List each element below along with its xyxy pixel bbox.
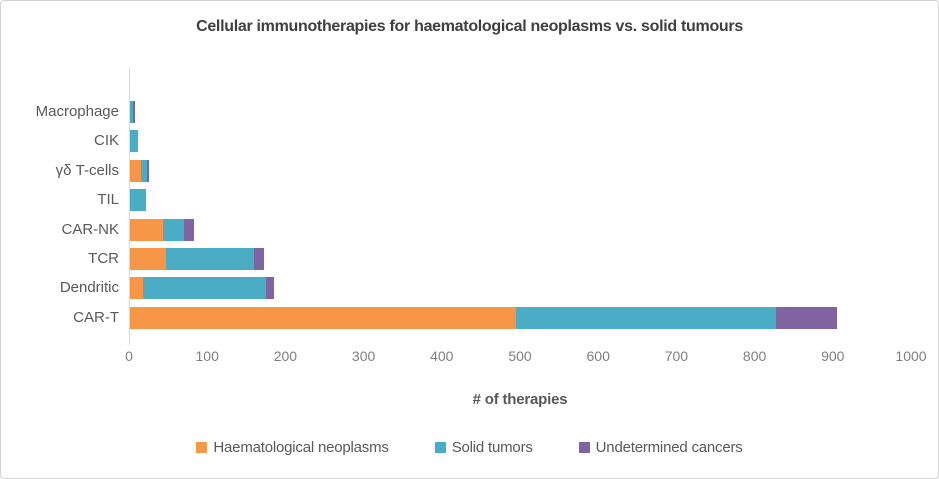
legend-swatch [196,442,208,453]
legend-label: Haematological neoplasms [213,439,389,456]
x-tick-label: 800 [742,348,767,364]
bar-row [130,189,912,212]
chart-title: Cellular immunotherapies for haematologi… [196,18,743,35]
category-label: TIL [97,191,119,209]
bar-segment [130,218,163,241]
bar-segment [130,248,166,270]
bar-row [130,248,912,270]
plot-area [129,68,912,345]
category-label: TCR [88,250,119,267]
bar-segment [254,248,264,270]
category-label: Dendritic [59,279,119,297]
bar-row [130,306,912,329]
bar-segment [775,306,837,329]
category-label: CAR-T [73,308,119,326]
category-label: Macrophage [35,103,119,120]
bar-segment [130,306,516,329]
bar-row [130,130,912,153]
bar-segment [130,159,141,182]
x-tick-label: 600 [586,348,610,364]
x-tick-label: 700 [664,348,689,364]
bar-row [130,277,912,300]
x-tick-label: 0 [125,348,133,364]
legend-swatch [434,442,446,453]
legend: Haematological neoplasms Solid tumors Unde… [1,439,938,456]
bar-row [130,101,912,123]
legend-item: Undetermined cancers [578,439,743,456]
bar-row [130,159,912,182]
bar-row [130,218,912,241]
legend-label: Undetermined cancers [595,439,743,456]
bar-segment [142,277,267,300]
bar-segment [130,101,134,123]
x-tick-label: 900 [821,348,845,364]
legend-item: Haematological neoplasms [196,439,389,456]
bar-segment [183,218,195,241]
legend-label: Solid tumors [451,439,533,456]
legend-swatch [578,442,590,453]
bar-segment [165,248,255,270]
bar-segment [147,159,149,182]
bar-segment [162,218,184,241]
bar-segment [130,277,143,300]
x-axis-title: # of therapies [472,391,568,408]
x-tick-label: 500 [508,348,532,364]
x-tick-label: 100 [195,348,219,364]
category-label: CAR-NK [61,220,119,238]
x-tick-label: 200 [273,348,298,364]
bar-segment [140,159,148,182]
legend-item: Solid tumors [434,439,533,456]
x-tick-label: 300 [351,348,376,364]
bar-segment [133,101,135,123]
bar-segment [515,306,776,329]
bar-segment [130,189,146,212]
x-tick-label: 1000 [895,348,927,364]
bar-segment [266,277,274,300]
category-label: γδ T-cells [55,161,119,179]
x-tick-label: 400 [430,348,454,364]
bar-segment [130,130,138,153]
category-label: CIK [93,132,119,150]
